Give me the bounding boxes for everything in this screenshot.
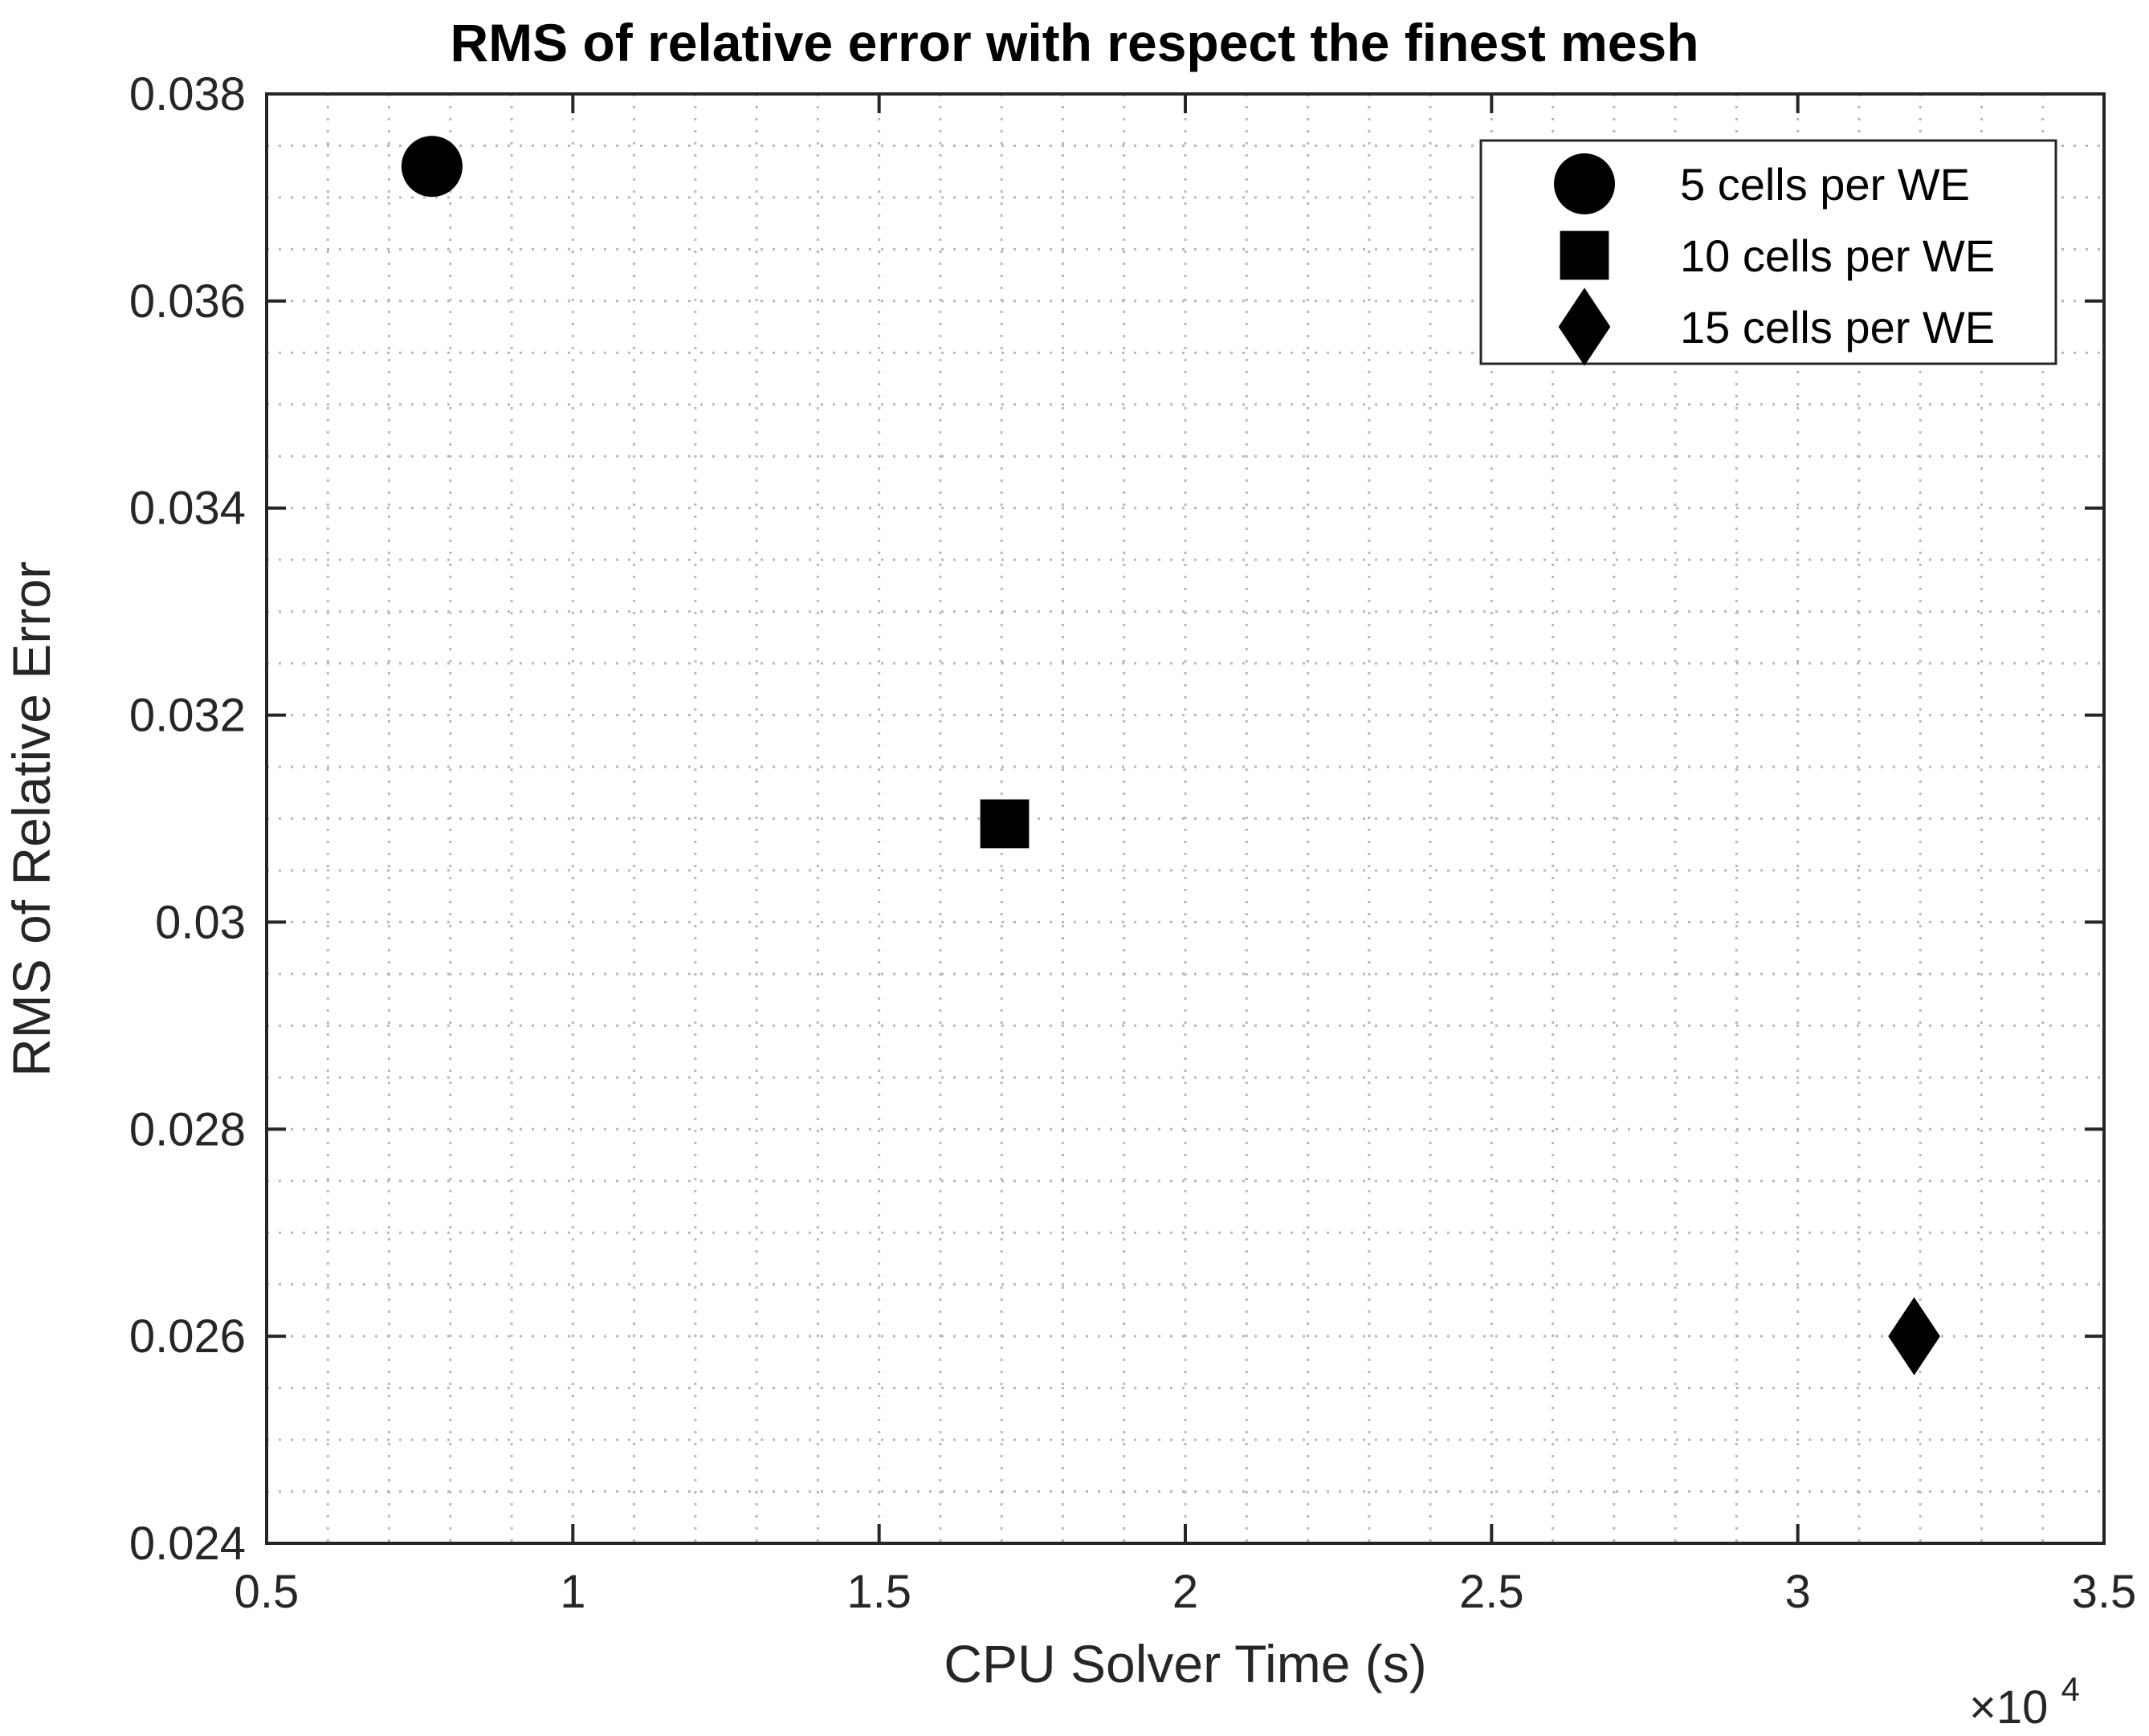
y-tick-label: 0.026 — [129, 1310, 246, 1363]
x-tick-label: 3.5 — [2072, 1566, 2137, 1618]
legend-label: 5 cells per WE — [1680, 159, 1970, 210]
legend-entries: 5 cells per WE 10 cells per WE 15 cells pe… — [1554, 153, 1995, 366]
y-tick-label: 0.034 — [129, 483, 246, 535]
x-tick-label: 0.5 — [234, 1566, 300, 1618]
data-markers — [401, 136, 1940, 1375]
x-exponent-base: ×10 — [1969, 1681, 2048, 1734]
y-tick-label: 0.03 — [155, 896, 246, 948]
x-axis-label: CPU Solver Time (s) — [944, 1634, 1426, 1693]
y-tick-label: 0.032 — [129, 690, 246, 742]
data-point-square — [980, 799, 1030, 849]
tick-labels: 0.5 1 1.5 2 2.5 3 3.5 0.024 0.026 0.028 0.03 0.032 0… — [129, 68, 2136, 1618]
y-tick-label: 0.036 — [129, 275, 246, 328]
legend-marker-square — [1560, 230, 1609, 280]
y-tick-label: 0.038 — [129, 68, 246, 120]
legend-label: 15 cells per WE — [1680, 302, 1995, 352]
x-tick-label: 2.5 — [1459, 1566, 1524, 1618]
x-tick-label: 3 — [1785, 1566, 1811, 1618]
data-point-circle — [401, 136, 463, 198]
axis-ticks — [265, 92, 2106, 1545]
legend: 5 cells per WE 10 cells per WE 15 cells pe… — [1479, 139, 2057, 366]
y-tick-label: 0.024 — [129, 1518, 246, 1570]
x-tick-label: 2 — [1172, 1566, 1198, 1618]
legend-marker-circle — [1554, 153, 1615, 214]
x-tick-label: 1 — [560, 1566, 585, 1618]
x-tick-label: 1.5 — [846, 1566, 911, 1618]
x-axis-exponent: ×10 4 — [1969, 1670, 2080, 1734]
x-exponent-power: 4 — [2061, 1670, 2080, 1708]
y-tick-label: 0.028 — [129, 1103, 246, 1155]
chart-title: RMS of relative error with respect the f… — [450, 13, 1698, 72]
y-axis-label: RMS of Relative Error — [2, 561, 61, 1077]
legend-marker-diamond — [1558, 287, 1611, 366]
legend-label: 10 cells per WE — [1680, 230, 1995, 281]
data-point-diamond — [1888, 1297, 1940, 1375]
